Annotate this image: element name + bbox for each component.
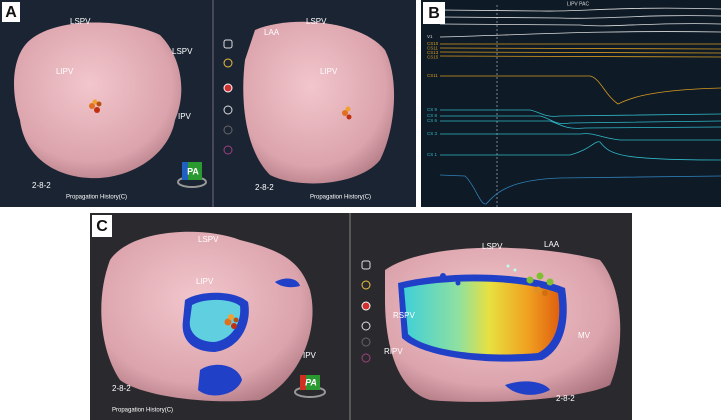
trace xyxy=(439,23,721,27)
label-box xyxy=(92,215,112,237)
anatomy-label: LIPV xyxy=(56,67,74,76)
view-code: 2-8-2 xyxy=(112,384,131,393)
trace xyxy=(439,174,721,205)
channel-label: CS11 xyxy=(427,73,438,78)
channel-label: CS 9 xyxy=(427,107,438,112)
tool-icon[interactable] xyxy=(361,301,371,311)
trace xyxy=(440,75,721,105)
ablation-markers xyxy=(224,314,239,329)
anatomy-label: RSPV xyxy=(393,311,415,320)
anatomy-label: LSPV xyxy=(172,47,193,56)
channel-label: CS13 xyxy=(427,50,439,55)
panel-b-bg xyxy=(421,0,721,207)
panel-c: PA C LSPV LIPV IPV 2-8-2 Propagation His… xyxy=(90,213,632,420)
trace xyxy=(440,133,721,141)
anatomy-label: LAA xyxy=(264,28,280,37)
tool-icon[interactable] xyxy=(223,58,233,68)
toolbar xyxy=(361,260,371,363)
trace xyxy=(439,7,721,12)
trace xyxy=(440,109,721,117)
view-footer: Propagation History(C) xyxy=(66,195,127,201)
anatomy-label: LSPV xyxy=(198,235,219,244)
anatomy-label: IPV xyxy=(303,351,317,360)
channel-label: CS 8 xyxy=(427,113,438,118)
channel-label: CS15 xyxy=(427,55,439,60)
panel-label: B xyxy=(428,5,440,22)
activation-patch xyxy=(275,278,300,288)
traces xyxy=(439,7,721,205)
trace xyxy=(439,31,721,38)
view-code: 2-8-2 xyxy=(556,394,575,403)
panel-b: LIPV PAC V1 CS10 CS11 CS13 CS15 CS11 CS … xyxy=(421,0,721,207)
trace xyxy=(439,51,721,54)
pa-badge: PA xyxy=(177,162,207,188)
trace xyxy=(439,15,721,19)
trace xyxy=(440,120,721,129)
badge-text: PA xyxy=(187,166,199,176)
label-box xyxy=(2,2,20,22)
atrium-model xyxy=(14,22,182,179)
tool-icon[interactable] xyxy=(223,83,233,93)
tool-icon[interactable] xyxy=(361,321,371,331)
channel-label: CS11 xyxy=(427,46,438,51)
anatomy-label: LSPV xyxy=(306,17,327,26)
tool-icon[interactable] xyxy=(223,39,233,49)
tool-icon[interactable] xyxy=(223,105,233,115)
ablation-markers xyxy=(440,264,554,296)
activation-patch xyxy=(198,364,242,396)
panel-label: A xyxy=(5,4,17,21)
atrium-model xyxy=(243,21,395,184)
view-code: 2-8-2 xyxy=(255,183,274,192)
tool-icon[interactable] xyxy=(361,337,371,347)
ablation-markers xyxy=(89,99,352,120)
tool-icon[interactable] xyxy=(361,353,371,363)
view-footer: Propagation History(C) xyxy=(310,195,371,201)
anatomy-label: LAA xyxy=(544,240,560,249)
trace-title: LIPV PAC xyxy=(567,1,590,7)
view-code: 2-8-2 xyxy=(32,181,51,190)
anatomy-label: LIPV xyxy=(320,67,338,76)
panel-label: C xyxy=(96,218,108,235)
tool-icon[interactable] xyxy=(223,145,233,155)
badge-text: PA xyxy=(305,377,317,387)
toolbar xyxy=(223,39,233,155)
tool-icon[interactable] xyxy=(223,125,233,135)
channel-label: V1 xyxy=(427,34,433,39)
activation-patch xyxy=(505,381,550,395)
activation-patch xyxy=(189,299,241,342)
view-footer: Propagation History(C) xyxy=(112,408,173,414)
anatomy-label: RIPV xyxy=(384,347,403,356)
tool-icon[interactable] xyxy=(361,280,371,290)
anatomy-label: LSPV xyxy=(70,17,91,26)
channel-label: CS 6 xyxy=(427,118,438,123)
panel-a: PA A LSPV LSPV LIPV IPV 2-8-2 Propagatio… xyxy=(0,0,416,207)
tool-icon[interactable] xyxy=(361,260,371,270)
activation-map xyxy=(404,281,560,355)
channel-label: CS 3 xyxy=(427,131,438,136)
pa-badge: PA xyxy=(294,375,326,398)
label-box xyxy=(423,2,445,24)
trace xyxy=(439,55,721,58)
anatomy-label: LSPV xyxy=(482,242,503,251)
channel-label: CS10 xyxy=(427,41,439,46)
trace xyxy=(440,115,721,125)
trace xyxy=(439,47,721,50)
anatomy-label: IPV xyxy=(178,112,192,121)
anatomy-label: LIPV xyxy=(196,277,214,286)
channel-label: CS 1 xyxy=(427,152,438,157)
anatomy-label: MV xyxy=(578,331,591,340)
trace xyxy=(440,141,721,161)
